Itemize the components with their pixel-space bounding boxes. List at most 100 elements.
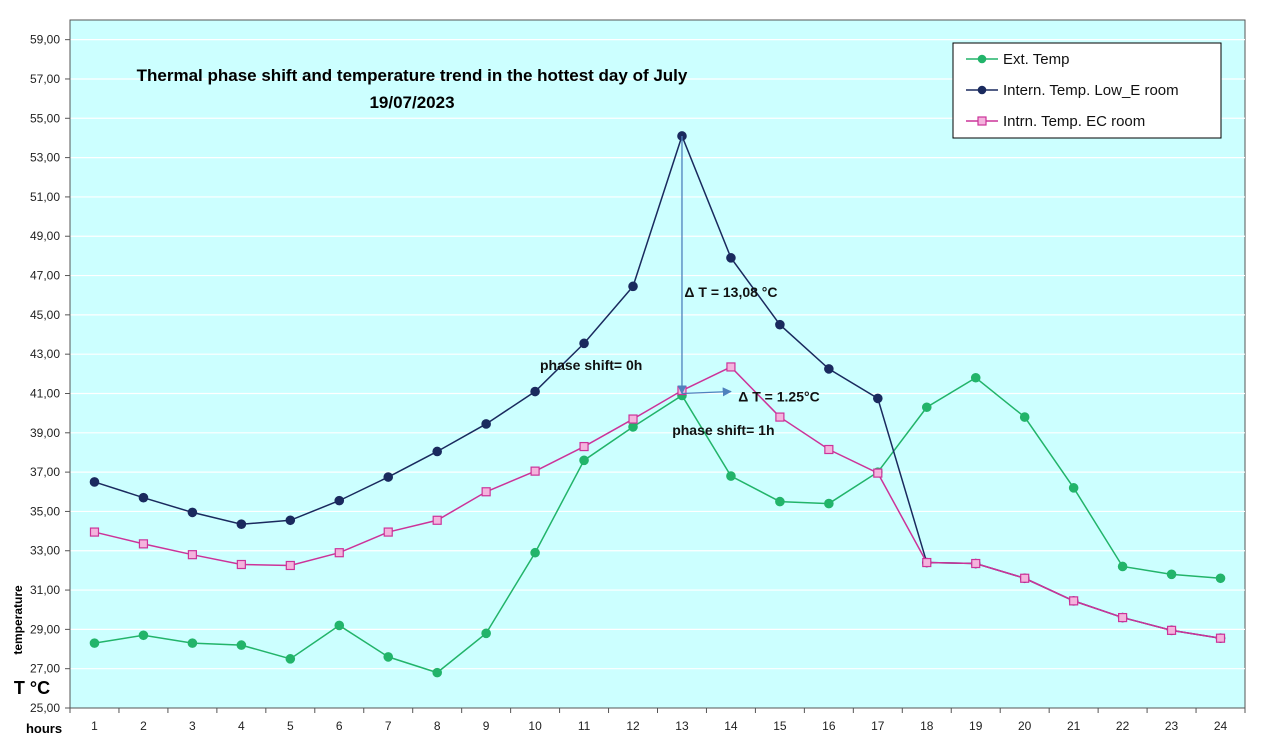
x-tick-label: 23 xyxy=(1165,719,1179,733)
data-point xyxy=(334,548,344,558)
data-point xyxy=(285,515,296,526)
data-point xyxy=(1166,625,1177,635)
legend-item-ec: Intrn. Temp. EC room xyxy=(966,113,1145,130)
data-point xyxy=(824,498,834,509)
y-axis-label: temperature xyxy=(11,585,25,655)
x-tick-label: 9 xyxy=(483,719,490,733)
legend-label: Ext. Temp xyxy=(1003,51,1069,68)
x-tick-label: 10 xyxy=(528,719,542,733)
data-point xyxy=(1117,561,1128,572)
data-point xyxy=(334,495,345,506)
legend-item-lowe: Intern. Temp. Low_E room xyxy=(966,82,1179,99)
data-point xyxy=(285,560,295,571)
y-tick-label: 51,00 xyxy=(30,190,60,204)
x-tick-label: 19 xyxy=(969,719,983,733)
data-point xyxy=(138,492,149,503)
series-ext xyxy=(89,372,1226,678)
x-tick-label: 15 xyxy=(773,719,787,733)
data-point xyxy=(824,364,834,374)
y-tick-label: 59,00 xyxy=(30,33,60,47)
data-point xyxy=(383,652,394,662)
y-tick-label: 29,00 xyxy=(30,622,60,636)
data-point xyxy=(921,402,932,413)
annotation-arrows xyxy=(677,135,732,397)
annotation-label: Δ T = 1.25°C xyxy=(738,388,819,404)
data-point xyxy=(971,558,981,569)
legend: Ext. Temp Intern. Temp. Low_E room Intrn. … xyxy=(952,42,1222,139)
x-tick-label: 21 xyxy=(1067,719,1081,733)
y-tick-label: 43,00 xyxy=(30,347,60,361)
series-ec xyxy=(89,362,1226,643)
data-point xyxy=(432,515,442,525)
y-tick-label: 53,00 xyxy=(30,151,60,165)
data-point xyxy=(285,654,296,664)
data-point xyxy=(383,472,394,482)
data-point xyxy=(1068,483,1079,493)
data-point xyxy=(628,414,638,424)
data-point xyxy=(236,559,246,570)
data-point xyxy=(89,638,100,648)
y-tick-label: 49,00 xyxy=(30,229,60,243)
y-tick-label: 27,00 xyxy=(30,662,60,676)
data-point xyxy=(824,444,834,455)
x-tick-label: 5 xyxy=(287,719,294,733)
x-tick-label: 18 xyxy=(920,719,934,733)
y-axis-unit: T °C xyxy=(14,678,50,698)
data-point xyxy=(481,487,491,497)
series-line xyxy=(94,366,1221,639)
data-point xyxy=(775,319,785,330)
data-point xyxy=(1215,633,1226,643)
x-tick-label: 3 xyxy=(189,719,196,733)
data-point xyxy=(922,557,932,568)
data-point xyxy=(579,455,589,466)
series xyxy=(89,131,1226,678)
data-point xyxy=(383,527,393,537)
x-axis-label: hours xyxy=(26,721,62,736)
data-point xyxy=(138,539,149,549)
data-point xyxy=(726,253,736,263)
chart-title-line2: 19/07/2023 xyxy=(369,93,454,112)
x-tick-label: 2 xyxy=(140,719,147,733)
data-point xyxy=(628,281,638,292)
legend-marker xyxy=(977,54,987,64)
chart-title-line1: Thermal phase shift and temperature tren… xyxy=(137,66,688,85)
y-tick-label: 41,00 xyxy=(30,386,60,400)
data-point xyxy=(775,412,785,422)
y-tick-label: 25,00 xyxy=(30,701,60,715)
data-point xyxy=(334,620,345,631)
data-point xyxy=(187,638,198,648)
data-point xyxy=(1215,573,1226,584)
data-point xyxy=(1118,612,1128,623)
data-point xyxy=(1069,596,1079,606)
x-tick-label: 4 xyxy=(238,719,245,733)
x-tick-label: 6 xyxy=(336,719,343,733)
legend-label: Intern. Temp. Low_E room xyxy=(1003,82,1179,99)
y-tick-label: 45,00 xyxy=(30,308,60,322)
legend-marker xyxy=(977,85,987,95)
y-tick-label: 33,00 xyxy=(30,544,60,558)
data-point xyxy=(432,446,442,457)
x-tick-label: 17 xyxy=(871,719,885,733)
y-tick-label: 47,00 xyxy=(30,269,60,283)
x-tick-label: 24 xyxy=(1214,719,1228,733)
annotation-label: phase shift= 0h xyxy=(540,357,642,373)
axes xyxy=(65,20,1246,713)
data-point xyxy=(481,628,491,639)
data-point xyxy=(1019,412,1030,422)
y-tick-labels: 25,00 27,00 29,00 31,00 33,00 35,00 37,00 39,00… xyxy=(30,33,60,715)
annotation-arrow xyxy=(681,387,732,397)
x-tick-label: 12 xyxy=(626,719,640,733)
y-tick-label: 55,00 xyxy=(30,111,60,125)
x-tick-label: 13 xyxy=(675,719,689,733)
data-point xyxy=(138,630,149,641)
y-tick-label: 35,00 xyxy=(30,504,60,518)
y-tick-label: 39,00 xyxy=(30,426,60,440)
y-tick-label: 57,00 xyxy=(30,72,60,86)
data-point xyxy=(236,519,247,530)
x-tick-label: 11 xyxy=(578,719,591,733)
annotation-label: phase shift= 1h xyxy=(672,422,774,438)
data-point xyxy=(187,507,198,518)
data-point xyxy=(579,441,589,452)
